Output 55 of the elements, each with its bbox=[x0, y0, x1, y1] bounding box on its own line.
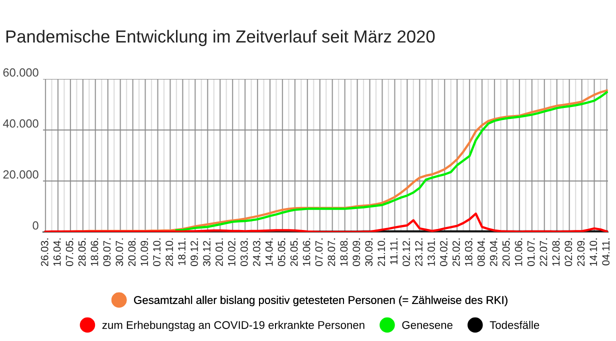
x-tick-label: 04.02. bbox=[440, 238, 448, 266]
x-tick-label: 22.07. bbox=[540, 238, 548, 266]
y-tick-label: 40.000 bbox=[3, 119, 38, 128]
x-tick-label: 20.08. bbox=[128, 238, 136, 266]
y-tick-label: 0 bbox=[32, 221, 38, 230]
x-tick-label: 04.11. bbox=[602, 238, 610, 266]
x-tick-label: 02.09. bbox=[564, 238, 572, 266]
x-tick-label: 10.02. bbox=[228, 238, 236, 266]
x-tick-label: 02.12. bbox=[402, 238, 410, 266]
x-tick-label: 16.04. bbox=[53, 238, 61, 266]
x-tick-label: 07.05. bbox=[66, 238, 74, 266]
x-tick-label: 28.05. bbox=[78, 238, 86, 266]
legend-label: zum Erhebungstag an COVID-19 erkrankte Personen bbox=[102, 320, 364, 332]
x-tick-label: 24.03. bbox=[252, 238, 260, 266]
x-tick-label: 25.02. bbox=[452, 238, 460, 266]
x-tick-label: 08.04. bbox=[477, 238, 485, 266]
x-tick-label: 30.07. bbox=[116, 238, 124, 266]
x-tick-label: 18.11. bbox=[178, 238, 186, 265]
x-tick-label: 14.10. bbox=[590, 238, 598, 266]
x-tick-label: 05.05. bbox=[278, 238, 286, 266]
y-tick-label: 60.000 bbox=[3, 68, 38, 77]
x-tick-label: 20.05. bbox=[502, 238, 510, 266]
x-tick-label: 11.11. bbox=[390, 238, 398, 264]
x-tick-label: 14.04. bbox=[265, 238, 273, 266]
x-tick-label: 30.12. bbox=[203, 238, 210, 266]
x-tick-label: 23.09. bbox=[577, 238, 585, 266]
x-tick-label: 28.07. bbox=[328, 238, 336, 266]
x-tick-label: 20.01. bbox=[216, 238, 223, 266]
x-tick-label: 09.09. bbox=[352, 238, 360, 266]
x-tick-label: 16.06. bbox=[302, 238, 310, 266]
x-tick-label: 28.10. bbox=[166, 238, 174, 266]
x-tick-label: 01.07. bbox=[527, 238, 535, 266]
x-tick-label: 10.09. bbox=[140, 238, 148, 266]
x-tick-label: 09.07. bbox=[103, 238, 111, 266]
x-tick-label: 09.12. bbox=[190, 238, 198, 266]
legend-label: Todesfälle bbox=[490, 320, 540, 329]
x-tick-label: 18.08. bbox=[340, 238, 348, 266]
x-tick-label: 12.08. bbox=[552, 238, 560, 266]
legend-label: Genesene bbox=[402, 321, 452, 329]
x-tick-label: 18.06. bbox=[90, 238, 98, 266]
chart-title: Pandemische Entwicklung im Zeitverlauf seit März 2020 bbox=[6, 30, 435, 46]
x-tick-label: 03.03. bbox=[240, 238, 248, 266]
legend-label: Gesamtzahl aller bislang positiv getesteten Personen (= Zählweise des RKI) bbox=[134, 296, 508, 306]
x-tick-label: 30.09. bbox=[365, 238, 373, 266]
x-tick-label: 13.01. bbox=[428, 238, 435, 266]
x-tick-label: 29.04. bbox=[490, 238, 498, 266]
x-tick-label: 26.05. bbox=[290, 238, 298, 266]
x-tick-label: 18.03. bbox=[464, 238, 472, 266]
x-tick-label: 23.12. bbox=[415, 238, 422, 266]
x-tick-label: 07.10. bbox=[153, 238, 161, 266]
y-tick-label: 20.000 bbox=[3, 170, 38, 179]
x-tick-label: 21.10. bbox=[378, 238, 386, 266]
x-tick-label: 26.03. bbox=[40, 238, 48, 266]
x-tick-label: 10.06. bbox=[514, 238, 522, 266]
x-tick-label: 07.07. bbox=[315, 238, 323, 266]
